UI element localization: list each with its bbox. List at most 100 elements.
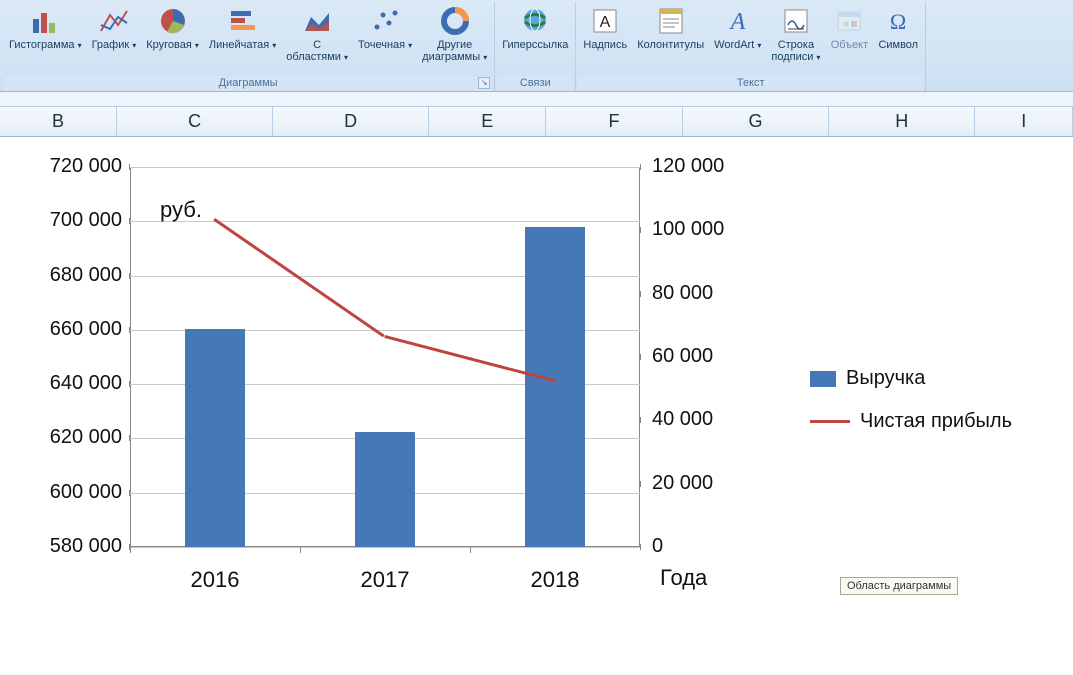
yright-tick-label: 40 000 — [652, 408, 713, 431]
textbox-icon: A — [589, 5, 621, 37]
wordart-icon: A — [722, 5, 754, 37]
axis-left — [130, 167, 131, 547]
bar3-icon — [29, 5, 61, 37]
tick-mark — [129, 273, 130, 279]
chart-tooltip: Область диаграммы — [840, 577, 958, 595]
text-label-3: Строкаподписи ▾ — [771, 39, 820, 63]
yleft-tick-label: 640 000 — [30, 372, 122, 395]
text-label-5: Символ — [878, 39, 918, 63]
column-header-D[interactable]: D — [273, 107, 429, 136]
scatter-icon — [369, 5, 401, 37]
yleft-tick-label: 660 000 — [30, 318, 122, 341]
yright-tick-label: 0 — [652, 535, 663, 558]
yleft-tick-label: 580 000 — [30, 535, 122, 558]
yright-tick-label: 20 000 — [652, 472, 713, 495]
tick-mark — [129, 164, 130, 170]
ribbon-group-links-title: Связи — [497, 75, 573, 91]
group-launcher-icon[interactable]: ↘ — [478, 77, 490, 89]
tick-mark — [640, 227, 641, 233]
column-header-B[interactable]: B — [0, 107, 117, 136]
line3-icon — [98, 5, 130, 37]
bar-2018[interactable] — [525, 227, 585, 547]
line-segment[interactable] — [213, 218, 385, 338]
column-header-C[interactable]: C — [117, 107, 273, 136]
text-label-2: WordArt ▾ — [714, 39, 761, 63]
gridline — [130, 547, 640, 548]
tick-mark — [130, 547, 131, 553]
ribbon-group-charts-title: Диаграммы ↘ — [4, 75, 492, 91]
header-icon — [655, 5, 687, 37]
tick-mark — [300, 547, 301, 553]
gridline — [130, 167, 640, 168]
text-button-1[interactable]: Колонтитулы — [632, 2, 709, 64]
charts-button-1[interactable]: График ▾ — [87, 2, 142, 64]
tick-mark — [129, 327, 130, 333]
text-button-0[interactable]: AНадпись — [578, 2, 632, 67]
charts-button-2[interactable]: Круговая ▾ — [141, 2, 204, 64]
text-button-3[interactable]: Строкаподписи ▾ — [766, 2, 825, 64]
tick-mark — [640, 164, 641, 170]
yleft-tick-label: 600 000 — [30, 481, 122, 504]
globe-icon — [519, 5, 551, 37]
hbar-icon — [227, 5, 259, 37]
bar-2016[interactable] — [185, 329, 245, 548]
charts-label-5: Точечная ▾ — [358, 39, 412, 63]
column-header-E[interactable]: E — [429, 107, 546, 136]
yright-tick-label: 100 000 — [652, 218, 724, 241]
column-headers: BCDEFGHI — [0, 107, 1073, 137]
ribbon-group-text: AНадпись Колонтитулы AWordArt ▾ Строкапо… — [576, 2, 926, 91]
charts-label-6: Другиедиаграммы ▾ — [422, 39, 487, 63]
column-header-G[interactable]: G — [683, 107, 829, 136]
charts-button-5[interactable]: Точечная ▾ — [353, 2, 417, 64]
legend-item-line[interactable]: Чистая прибыль — [810, 410, 1012, 433]
area-icon — [301, 5, 333, 37]
links-button-0[interactable]: Гиперссылка — [497, 2, 573, 64]
omega-icon: Ω — [882, 5, 914, 37]
charts-label-3: Линейчатая ▾ — [209, 39, 276, 63]
worksheet-area[interactable]: 580 000600 000620 000640 000660 000680 0… — [0, 137, 1073, 675]
yright-tick-label: 80 000 — [652, 282, 713, 305]
column-header-H[interactable]: H — [829, 107, 975, 136]
tick-mark — [640, 544, 641, 550]
column-header-I[interactable]: I — [975, 107, 1073, 136]
charts-label-0: Гистограмма ▾ — [9, 39, 82, 63]
legend-swatch-icon — [810, 420, 850, 423]
links-label-0: Гиперссылка — [502, 39, 568, 63]
embedded-chart[interactable]: 580 000600 000620 000640 000660 000680 0… — [10, 157, 1060, 632]
pie-icon — [157, 5, 189, 37]
text-button-4[interactable]: Объект — [825, 2, 873, 64]
text-button-5[interactable]: ΩСимвол — [873, 2, 923, 64]
charts-button-3[interactable]: Линейчатая ▾ — [204, 2, 281, 64]
tick-mark — [129, 435, 130, 441]
chart-legend[interactable]: Выручка Чистая прибыль — [810, 347, 1012, 453]
tick-mark — [640, 291, 641, 297]
legend-swatch-icon — [810, 371, 836, 387]
text-button-2[interactable]: A WordArt ▾ — [709, 2, 766, 64]
charts-label-2: Круговая ▾ — [146, 39, 199, 63]
yright-tick-label: 120 000 — [652, 155, 724, 178]
x-axis-title: Года — [660, 565, 707, 591]
legend-item-bar[interactable]: Выручка — [810, 367, 1012, 390]
ribbon-group-text-label: Текст — [737, 77, 765, 89]
y-unit-label: руб. — [160, 197, 202, 223]
text-label-0: Надпись — [583, 39, 627, 63]
tick-mark — [470, 547, 471, 553]
legend-label: Чистая прибыль — [860, 410, 1012, 433]
yleft-tick-label: 720 000 — [30, 155, 122, 178]
yleft-tick-label: 700 000 — [30, 209, 122, 232]
charts-button-6[interactable]: Другиедиаграммы ▾ — [417, 2, 492, 64]
charts-button-0[interactable]: Гистограмма ▾ — [4, 2, 87, 64]
legend-label: Выручка — [846, 367, 925, 390]
formula-bar-strip — [0, 92, 1073, 107]
x-category-label: 2016 — [130, 567, 300, 593]
text-label-1: Колонтитулы — [637, 39, 704, 63]
column-header-F[interactable]: F — [546, 107, 683, 136]
bar-2017[interactable] — [355, 432, 415, 547]
donut-icon — [439, 5, 471, 37]
yleft-tick-label: 680 000 — [30, 264, 122, 287]
charts-label-1: График ▾ — [92, 39, 137, 63]
tick-mark — [129, 218, 130, 224]
svg-text:A: A — [728, 9, 745, 35]
charts-button-4[interactable]: Собластями ▾ — [281, 2, 353, 64]
x-category-label: 2017 — [300, 567, 470, 593]
